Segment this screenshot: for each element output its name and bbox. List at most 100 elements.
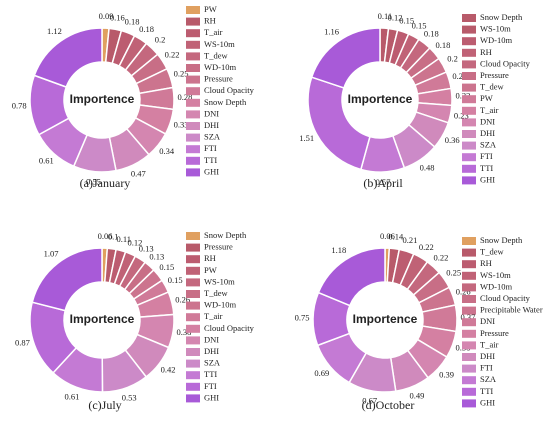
value-label: 0.12 [388, 12, 403, 22]
legend-swatch [462, 283, 476, 292]
legend-label: Cloud Opacity [204, 323, 255, 333]
legend-label: Pressure [204, 74, 233, 84]
legend-label: WD-10m [204, 62, 236, 72]
value-label: 0.11 [378, 11, 393, 21]
legend-label: DHI [480, 351, 495, 361]
legend-swatch [186, 336, 200, 345]
legend-label: WS-10m [204, 39, 235, 49]
value-label: 0.22 [434, 253, 449, 263]
legend-swatch [186, 156, 200, 165]
value-label: 0.12 [127, 238, 142, 248]
value-label: 0.14 [388, 232, 404, 242]
value-label: 0.28 [178, 92, 193, 102]
legend-label: RH [204, 253, 216, 263]
legend-swatch [462, 48, 476, 57]
value-label: 0.67 [362, 396, 377, 406]
legend-label: Cloud Opacity [480, 58, 531, 68]
value-label: 0.22 [165, 49, 180, 59]
legend-label: DNI [480, 116, 495, 126]
legend-swatch [462, 106, 476, 115]
legend-swatch [186, 313, 200, 322]
legend-label: GHI [480, 397, 495, 407]
legend-swatch [462, 164, 476, 173]
value-label: 0.23 [454, 110, 469, 120]
legend-label: GHI [480, 174, 495, 184]
legend-label: Cloud Opacity [480, 293, 531, 303]
value-label: 0.87 [15, 337, 30, 347]
value-label: 0.25 [446, 267, 461, 277]
value-label: 0.55 [86, 177, 101, 187]
value-label: 0.42 [161, 364, 176, 374]
legend-label: TTI [204, 369, 217, 379]
legend-swatch [462, 306, 476, 315]
legend-swatch [462, 353, 476, 361]
legend-swatch [186, 394, 200, 403]
value-label: 0.48 [420, 162, 435, 172]
value-label: 0.2 [155, 35, 166, 45]
value-label: 0.06 [98, 231, 113, 241]
value-label: 0.37 [461, 312, 476, 322]
legend-swatch [462, 387, 476, 396]
legend-label: SZA [480, 374, 497, 384]
legend-label: DNI [204, 108, 219, 118]
legend-swatch [186, 324, 200, 333]
legend-label: DHI [204, 346, 219, 356]
legend-label: WS-10m [480, 24, 511, 34]
legend-swatch [186, 98, 200, 107]
legend-label: Cloud Opacity [204, 85, 255, 95]
value-label: 1.16 [324, 27, 339, 37]
legend-swatch [462, 329, 476, 338]
legend-swatch [186, 75, 200, 84]
legend-label: Pressure [480, 328, 509, 338]
value-label: 1.07 [44, 248, 59, 258]
legend-swatch [462, 60, 476, 69]
legend-swatch [462, 141, 476, 150]
center-label: Importence [353, 312, 418, 326]
legend-label: GHI [204, 166, 219, 176]
value-label: 0.22 [419, 242, 434, 252]
legend-swatch [186, 40, 200, 49]
legend-swatch [462, 72, 476, 80]
value-label: 0.61 [65, 391, 80, 401]
legend-swatch [186, 6, 200, 14]
legend-swatch [462, 237, 476, 245]
center-label: Importence [348, 92, 413, 106]
legend-label: PW [480, 93, 493, 103]
legend-swatch [186, 29, 200, 38]
legend-label: Pressure [204, 242, 233, 252]
legend-swatch [462, 248, 476, 257]
value-label: 0.75 [295, 313, 310, 323]
legend-swatch [462, 271, 476, 280]
value-label: 1.18 [331, 245, 346, 255]
value-label: 0.13 [139, 244, 154, 254]
value-label: 0.18 [424, 29, 439, 39]
legend-swatch [462, 376, 476, 385]
legend-label: TTI [204, 155, 217, 165]
legend-swatch [186, 52, 200, 61]
value-label: 0.2 [447, 54, 458, 64]
legend-label: PW [204, 4, 217, 14]
legend-swatch [186, 348, 200, 356]
value-label: 0.36 [445, 135, 460, 145]
legend-label: DNI [480, 316, 495, 326]
legend-swatch [462, 37, 476, 46]
value-label: 0.11 [116, 234, 131, 244]
value-label: 0.33 [174, 119, 189, 129]
value-label: 0.18 [125, 17, 140, 27]
legend-label: T_air [480, 105, 499, 115]
legend-swatch [462, 83, 476, 92]
legend-label: Snow Depth [204, 97, 247, 107]
legend-label: RH [480, 258, 492, 268]
legend-swatch [462, 176, 476, 185]
legend-swatch [462, 318, 476, 327]
caption: (c)July [88, 398, 121, 412]
center-label: Importence [70, 312, 135, 326]
value-label: 0.13 [149, 252, 164, 262]
value-label: 0.1 [108, 232, 119, 242]
slice [33, 27, 103, 88]
value-label: 0.22 [452, 71, 467, 81]
legend-label: Snow Depth [480, 235, 523, 245]
value-label: 0.39 [439, 370, 454, 380]
legend-label: SZA [204, 132, 221, 142]
